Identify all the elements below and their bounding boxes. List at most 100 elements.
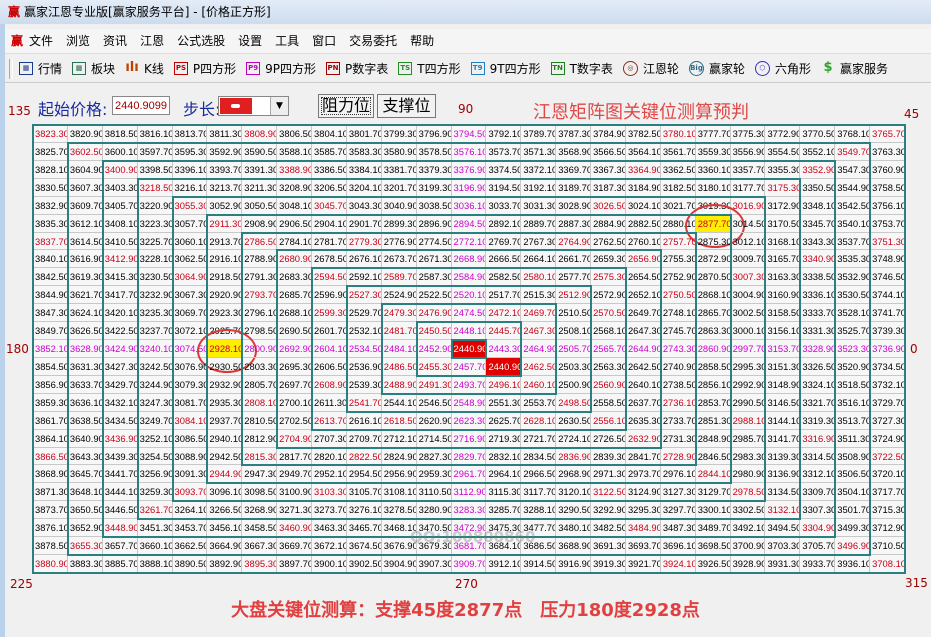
grid-cell: 2925.70 bbox=[207, 322, 243, 341]
grid-cell: 3201.70 bbox=[381, 178, 417, 197]
grid-cell: 3876.10 bbox=[33, 519, 68, 538]
grid-cell: 2904.10 bbox=[312, 214, 347, 233]
grid-cell: 3840.10 bbox=[33, 250, 68, 269]
candlestick-icon: ılı bbox=[125, 60, 139, 75]
grid-cell: 3064.90 bbox=[172, 268, 208, 287]
menu-item[interactable]: 工具 bbox=[275, 34, 300, 48]
toolbar-button[interactable]: ◎ 江恩轮 bbox=[622, 60, 679, 77]
grid-cell: 3799.30 bbox=[381, 125, 417, 143]
grid-cell: 3501.70 bbox=[835, 501, 871, 520]
toolbar-button[interactable]: TS T四方形 bbox=[398, 60, 461, 77]
toolbar-button[interactable]: $ 赢家服务 bbox=[821, 60, 888, 77]
grid-cell: 3540.10 bbox=[835, 214, 871, 233]
grid-cell: 2976.10 bbox=[660, 465, 696, 484]
menu-item[interactable]: 公式选股 bbox=[177, 34, 226, 48]
menu-item[interactable]: 资讯 bbox=[103, 34, 128, 48]
grid-cell: 3554.50 bbox=[765, 142, 801, 161]
grid-cell: 2443.30 bbox=[486, 340, 522, 358]
grid-cell: 2880.10 bbox=[660, 214, 696, 233]
grid-cell: 3456.10 bbox=[207, 519, 243, 538]
grid-cell: 2853.70 bbox=[695, 393, 731, 412]
grid-cell: 3568.90 bbox=[556, 142, 592, 161]
grid-cell: 3170.50 bbox=[765, 214, 801, 233]
grid-cell: 3508.90 bbox=[835, 447, 871, 466]
grid-cell: 3691.30 bbox=[591, 537, 626, 556]
grid-cell: 3247.30 bbox=[137, 393, 173, 412]
menu-item[interactable]: 窗口 bbox=[312, 34, 337, 48]
menu-item[interactable]: 文件 bbox=[29, 34, 54, 48]
grid-cell: 2493.70 bbox=[451, 375, 487, 394]
grid-cell: 2692.90 bbox=[277, 340, 313, 358]
grid-cell: 2769.70 bbox=[486, 232, 522, 251]
toolbar-button[interactable]: Big 赢家轮 bbox=[688, 60, 745, 77]
grid-cell: 3912.10 bbox=[486, 555, 522, 573]
toolbar-button[interactable]: TN T数字表 bbox=[550, 60, 613, 77]
step-label: 步长: bbox=[183, 100, 221, 119]
grid-cell: 3381.70 bbox=[381, 160, 417, 179]
menu-item[interactable]: 帮助 bbox=[410, 34, 435, 48]
grid-cell: 2870.50 bbox=[695, 268, 731, 287]
grid-cell: 3744.10 bbox=[870, 286, 905, 305]
ts-icon: TS bbox=[398, 62, 413, 75]
grid-cell: 2558.50 bbox=[591, 393, 626, 412]
grid-cell: 3530.50 bbox=[835, 286, 871, 305]
grid-cell: 3871.30 bbox=[33, 483, 68, 502]
grid-cell: 3283.30 bbox=[451, 501, 487, 520]
grid-cell: 3883.30 bbox=[67, 555, 103, 573]
grid-cell: 2560.90 bbox=[591, 375, 626, 394]
grid-cell: 2520.10 bbox=[451, 286, 487, 305]
window-title: 赢家江恩专业版[赢家服务平台] - [价格正方形] bbox=[24, 5, 271, 19]
grid-cell: 2635.30 bbox=[625, 411, 661, 430]
grid-cell: 3012.10 bbox=[730, 232, 766, 251]
toolbar-button[interactable]: ▩ 板块 bbox=[72, 60, 115, 77]
grid-cell: 2496.10 bbox=[486, 375, 522, 394]
grid-cell: 3069.70 bbox=[172, 304, 208, 323]
menu-item[interactable]: 交易委托 bbox=[349, 34, 398, 48]
toolbar-button[interactable]: ılı K线 bbox=[125, 60, 164, 77]
grid-cell: 2733.70 bbox=[660, 411, 696, 430]
grid-cell: 3081.70 bbox=[172, 393, 208, 412]
resistance-button[interactable]: 阻力位 bbox=[318, 94, 374, 118]
grid-cell: 3808.90 bbox=[242, 125, 278, 143]
grid-cell: 3880.90 bbox=[33, 555, 68, 573]
grid-cell: 2798.50 bbox=[242, 322, 278, 341]
menu-item[interactable]: 浏览 bbox=[66, 34, 91, 48]
start-price-input[interactable] bbox=[112, 96, 170, 115]
grid-cell: 3160.90 bbox=[765, 286, 801, 305]
grid-cell: 3336.10 bbox=[800, 286, 836, 305]
grid-cell: 3535.30 bbox=[835, 250, 871, 269]
menu-item[interactable]: 江恩 bbox=[140, 34, 165, 48]
toolbar-button[interactable]: P9 9P四方形 bbox=[246, 60, 316, 77]
step-dropdown[interactable]: ▼ bbox=[218, 96, 289, 116]
grid-cell: 2848.90 bbox=[695, 429, 731, 448]
toolbar-button[interactable]: PS P四方形 bbox=[173, 60, 237, 77]
grid-cell: 3604.90 bbox=[67, 160, 103, 179]
toolbar-button[interactable]: ▦ 行情 bbox=[19, 60, 62, 77]
grid-cell: 3777.70 bbox=[695, 125, 731, 143]
grid-cell: 3261.70 bbox=[137, 501, 173, 520]
grid-cell: 2827.30 bbox=[416, 447, 452, 466]
grid-cell: 3890.50 bbox=[172, 555, 208, 573]
grid-cell: 3391.30 bbox=[242, 160, 278, 179]
toolbar-button[interactable]: PN P数字表 bbox=[326, 60, 388, 77]
grid-cell: 3931.30 bbox=[765, 555, 801, 573]
toolbar-label: P四方形 bbox=[192, 62, 237, 76]
grid-cell: 2726.50 bbox=[591, 429, 626, 448]
grid-cell: 3117.70 bbox=[521, 483, 557, 502]
grid-cell: 3602.50 bbox=[67, 142, 103, 161]
toolbar-button[interactable]: T9 9T四方形 bbox=[470, 60, 541, 77]
grid-cell: 3520.90 bbox=[835, 357, 871, 376]
grid-cell: 3204.10 bbox=[346, 178, 382, 197]
toolbar-label: 9P四方形 bbox=[265, 62, 317, 76]
grid-cell: 3369.70 bbox=[556, 160, 592, 179]
chevron-down-icon[interactable]: ▼ bbox=[270, 97, 288, 115]
menu-item[interactable]: 设置 bbox=[238, 34, 263, 48]
grid-cell: 3578.50 bbox=[416, 142, 452, 161]
grid-cell: 3439.30 bbox=[102, 447, 138, 466]
grid-cell: 2455.30 bbox=[416, 357, 452, 376]
grid-cell: 2844.10 bbox=[695, 465, 731, 484]
support-button[interactable]: 支撑位 bbox=[377, 94, 436, 118]
toolbar-button[interactable]: ⬡ 六角形 bbox=[754, 60, 811, 77]
grid-cell: 3199.30 bbox=[416, 178, 452, 197]
grid-cell: 2630.50 bbox=[556, 411, 592, 430]
